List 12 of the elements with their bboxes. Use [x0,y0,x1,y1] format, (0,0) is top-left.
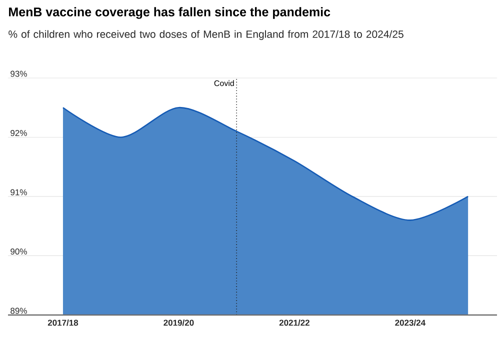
y-tick-label: 89% [10,308,27,314]
y-tick-label: 92% [10,130,27,136]
y-tick-label: 90% [10,248,27,255]
y-tick-label: 91% [10,189,27,196]
y-tick-label: 93% [10,70,27,77]
x-tick-label: 2017/18 [48,320,78,326]
x-tick-label: 2021/22 [279,320,310,326]
chart-subtitle: % of children who received two doses of MenB in England from 2017/18 to 2024/25 [8,30,404,40]
annotation: Covid [214,80,234,86]
chart-title: MenB vaccine coverage has fallen since the pandemic [9,7,330,19]
x-tick-label: 2019/20 [164,320,194,326]
x-tick-label: 2023/24 [395,320,426,326]
